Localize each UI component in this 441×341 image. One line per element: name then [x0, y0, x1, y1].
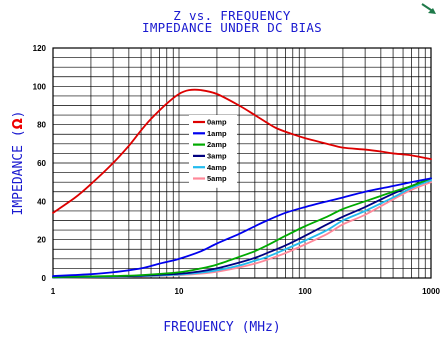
x-tick-label: 1000 — [422, 287, 440, 296]
corner-arrow-icon — [421, 3, 436, 14]
x-tick-label: 10 — [175, 287, 184, 296]
y-tick-label: 80 — [37, 121, 46, 130]
y-axis-title-close: ) — [11, 111, 26, 119]
y-tick-label: 120 — [33, 44, 47, 53]
y-axis-title: IMPEDANCE (Ω) — [11, 111, 26, 216]
legend-label-0amp: 0amp — [207, 118, 227, 127]
ohm-symbol: Ω — [11, 118, 26, 129]
y-tick-label: 60 — [37, 159, 46, 168]
x-tick-label: 100 — [298, 287, 312, 296]
legend-label-2amp: 2amp — [207, 140, 227, 149]
legend-label-5amp: 5amp — [207, 174, 227, 183]
legend-box — [189, 115, 237, 188]
legend: 0amp 1amp 2amp 3amp 4amp 5amp — [189, 115, 237, 188]
series-line-2amp — [52, 177, 432, 278]
series-line-1amp — [52, 177, 432, 277]
chart-title-line2: IMPEDANCE UNDER DC BIAS — [142, 20, 322, 35]
y-tick-label: 40 — [37, 197, 46, 206]
series-line-0amp — [52, 88, 432, 214]
chart-grid — [53, 48, 431, 278]
series-layer — [52, 88, 432, 279]
x-tick-label: 1 — [51, 287, 56, 296]
legend-label-4amp: 4amp — [207, 163, 227, 172]
series-line-3amp — [52, 177, 432, 279]
y-tick-label: 0 — [42, 274, 47, 283]
chart-title-line1: Z vs. FREQUENCY — [173, 8, 291, 23]
series-line-4amp — [52, 179, 432, 279]
plot-frame — [52, 47, 432, 279]
x-axis-title: FREQUENCY (MHz) — [163, 320, 280, 335]
y-tick-label: 20 — [37, 236, 46, 245]
legend-label-3amp: 3amp — [207, 152, 227, 161]
y-axis-title-text: IMPEDANCE ( — [11, 129, 26, 215]
y-tick-label: 100 — [33, 82, 47, 91]
legend-label-1amp: 1amp — [207, 129, 227, 138]
